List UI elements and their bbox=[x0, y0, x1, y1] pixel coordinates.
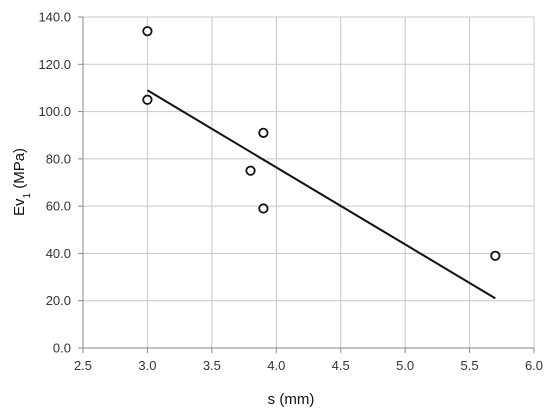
data-point bbox=[258, 203, 269, 214]
y-tick-label: 60.0 bbox=[46, 199, 71, 214]
x-tick-label: 5.5 bbox=[461, 358, 479, 373]
x-tick-label: 4.5 bbox=[332, 358, 350, 373]
y-tick-label: 140.0 bbox=[38, 10, 71, 25]
y-tick-label: 100.0 bbox=[38, 104, 71, 119]
data-point bbox=[142, 94, 153, 105]
x-tick-label: 5.0 bbox=[396, 358, 414, 373]
y-tick-label: 20.0 bbox=[46, 293, 71, 308]
data-point bbox=[258, 127, 269, 138]
x-tick-labels: 2.5 3.0 3.5 4.0 4.5 5.0 5.5 6.0 bbox=[74, 358, 543, 373]
y-tick-labels: 0.0 20.0 40.0 60.0 80.0 100.0 120.0 140.0 bbox=[38, 10, 71, 356]
y-axis-title-subscript: 1 bbox=[22, 193, 33, 199]
grid-lines bbox=[83, 16, 535, 348]
data-point bbox=[245, 165, 256, 176]
x-tick-label: 4.0 bbox=[267, 358, 285, 373]
y-tick-label: 80.0 bbox=[46, 151, 71, 166]
y-tick-label: 0.0 bbox=[53, 341, 71, 356]
data-point bbox=[142, 26, 153, 37]
x-axis-title: s (mm) bbox=[268, 391, 315, 408]
y-axis-title: Ev1 (MPa) bbox=[11, 148, 33, 216]
x-tick-label: 3.0 bbox=[138, 358, 156, 373]
y-tick-label: 40.0 bbox=[46, 246, 71, 261]
data-point bbox=[490, 250, 501, 261]
y-tick-label: 120.0 bbox=[38, 57, 71, 72]
plot-axes bbox=[78, 16, 535, 353]
trend-line bbox=[146, 89, 496, 300]
data-points bbox=[142, 26, 501, 261]
x-tick-label: 2.5 bbox=[74, 358, 92, 373]
x-tick-label: 3.5 bbox=[203, 358, 221, 373]
y-axis-title-main: Ev bbox=[11, 198, 28, 216]
x-tick-label: 6.0 bbox=[525, 358, 543, 373]
y-axis-title-unit: (MPa) bbox=[11, 148, 28, 193]
